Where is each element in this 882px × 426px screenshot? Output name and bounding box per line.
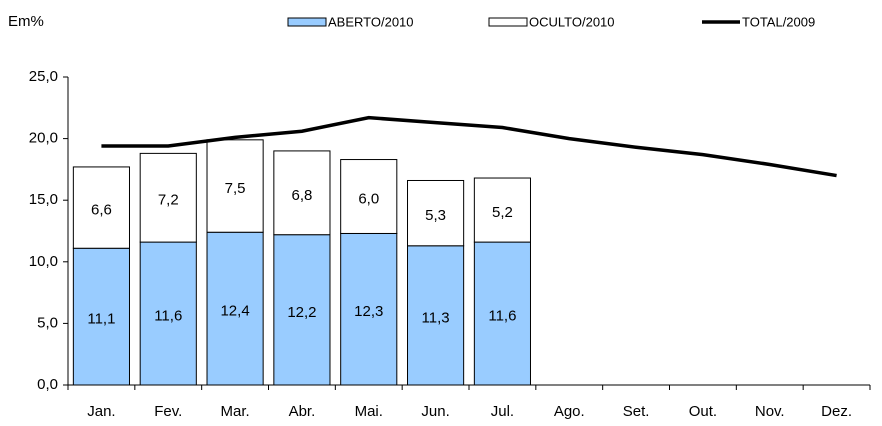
legend-label: TOTAL/2009	[742, 14, 815, 29]
legend-swatch	[287, 17, 327, 27]
data-label: 12,4	[220, 303, 249, 320]
bar	[206, 139, 264, 233]
y-axis-label: Em%	[8, 13, 44, 30]
y-tick-label: 15,0	[29, 191, 58, 208]
bar	[473, 177, 531, 243]
line	[101, 115, 837, 178]
bar	[72, 166, 130, 249]
y-tick-label: 20,0	[29, 130, 58, 147]
data-label: 11,6	[488, 308, 516, 325]
x-tick-label: Abr.	[289, 403, 316, 420]
data-label: 7,2	[158, 192, 179, 209]
data-label: 5,2	[492, 204, 513, 221]
x-tick-label: Mai.	[355, 403, 383, 420]
bar	[473, 241, 531, 386]
x-tick-label: Jan.	[87, 403, 115, 420]
legend-label: OCULTO/2010	[529, 14, 615, 29]
x-tick-label: Fev.	[154, 403, 182, 420]
bar	[407, 245, 465, 386]
x-tick-label: Jun.	[421, 403, 449, 420]
bar	[340, 232, 398, 386]
data-label: 6,8	[291, 187, 312, 204]
bar	[407, 179, 465, 247]
bar	[273, 150, 331, 236]
bar	[139, 152, 197, 243]
x-tick-label: Out.	[689, 403, 717, 420]
data-label: 11,6	[154, 308, 182, 325]
y-tick-label: 5,0	[37, 314, 58, 331]
bar	[340, 159, 398, 234]
y-tick-label: 0,0	[37, 376, 58, 393]
x-tick-label: Set.	[623, 403, 650, 420]
data-label: 11,1	[87, 311, 115, 328]
bar	[139, 241, 197, 386]
data-label: 11,3	[422, 309, 450, 326]
legend-swatch	[488, 17, 528, 27]
data-label: 6,0	[358, 190, 379, 207]
legend-label: ABERTO/2010	[328, 14, 414, 29]
x-tick-label: Mar.	[220, 403, 249, 420]
x-tick-label: Ago.	[554, 403, 585, 420]
x-tick-label: Jul.	[491, 403, 514, 420]
bar	[72, 247, 130, 386]
y-tick-label: 25,0	[29, 68, 58, 85]
data-label: 12,3	[354, 303, 383, 320]
data-label: 7,5	[225, 180, 246, 197]
x-tick-label: Dez.	[821, 403, 852, 420]
x-tick-label: Nov.	[755, 403, 785, 420]
data-label: 12,2	[287, 304, 316, 321]
data-label: 5,3	[425, 207, 446, 224]
data-label: 6,6	[91, 202, 112, 219]
y-tick-label: 10,0	[29, 253, 58, 270]
